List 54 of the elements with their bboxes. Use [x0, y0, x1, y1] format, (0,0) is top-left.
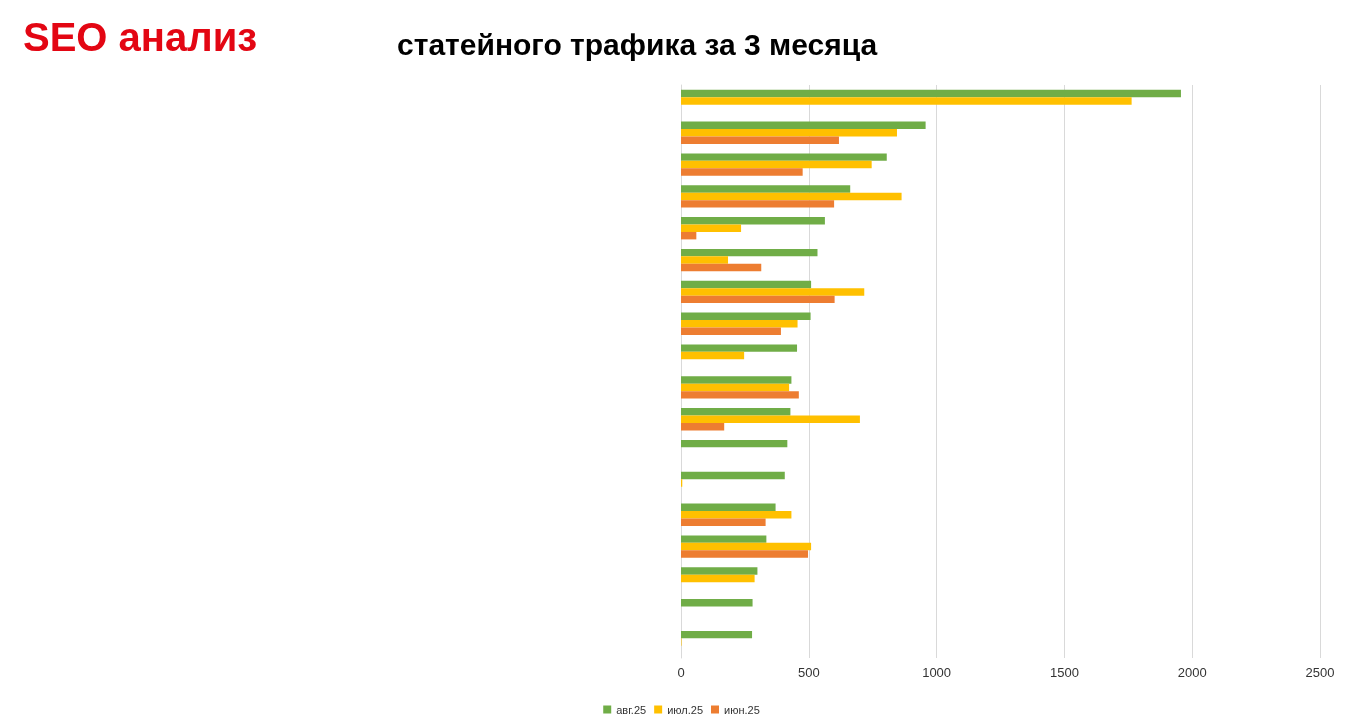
bar	[681, 121, 926, 130]
bar	[681, 200, 835, 208]
bar	[681, 256, 729, 264]
x-tick-label: 2500	[1305, 665, 1335, 680]
text: SEO анализ	[23, 15, 258, 59]
legend-label: июн.25	[724, 703, 760, 716]
bar	[681, 217, 825, 225]
bar	[681, 535, 767, 543]
bar	[681, 415, 860, 423]
bar	[681, 280, 812, 289]
x-tick-label: 500	[797, 665, 820, 680]
bar	[681, 599, 753, 607]
x-tick-label: 1500	[1049, 665, 1079, 680]
bar	[681, 168, 803, 176]
x-tick-label: 0	[677, 665, 685, 680]
bar	[681, 288, 865, 296]
bar	[681, 574, 755, 583]
bar	[681, 312, 811, 321]
legend-label: июл.25	[667, 703, 704, 716]
bar	[681, 295, 835, 304]
bar	[681, 153, 887, 161]
bar	[681, 97, 1132, 105]
bar	[681, 185, 851, 193]
bar	[681, 391, 799, 399]
bar	[681, 439, 788, 448]
bar	[681, 160, 872, 169]
bar	[681, 630, 753, 639]
bar	[681, 542, 812, 551]
bar	[681, 327, 781, 335]
bar	[681, 320, 798, 328]
bar	[681, 263, 762, 272]
bar	[681, 136, 839, 144]
bar	[681, 376, 792, 384]
x-tick-label: 2000	[1177, 665, 1207, 680]
bar	[681, 351, 745, 360]
x-tick-label: 1000	[922, 665, 952, 680]
bar	[681, 550, 809, 558]
bar	[681, 224, 742, 232]
bar	[681, 383, 790, 392]
bar	[681, 192, 902, 201]
bar	[681, 248, 818, 257]
bar	[681, 471, 785, 480]
bar	[681, 503, 776, 512]
bar	[681, 567, 758, 575]
bar	[681, 129, 897, 137]
bar	[681, 422, 725, 431]
bar	[681, 511, 792, 519]
bar	[681, 518, 766, 526]
bar	[681, 89, 1181, 98]
bar	[681, 344, 798, 352]
bar	[681, 231, 697, 240]
legend-label: авг.25	[616, 703, 647, 716]
bar	[681, 408, 791, 416]
chart-subtitle: статейного трафика за 3 месяца	[397, 27, 878, 61]
